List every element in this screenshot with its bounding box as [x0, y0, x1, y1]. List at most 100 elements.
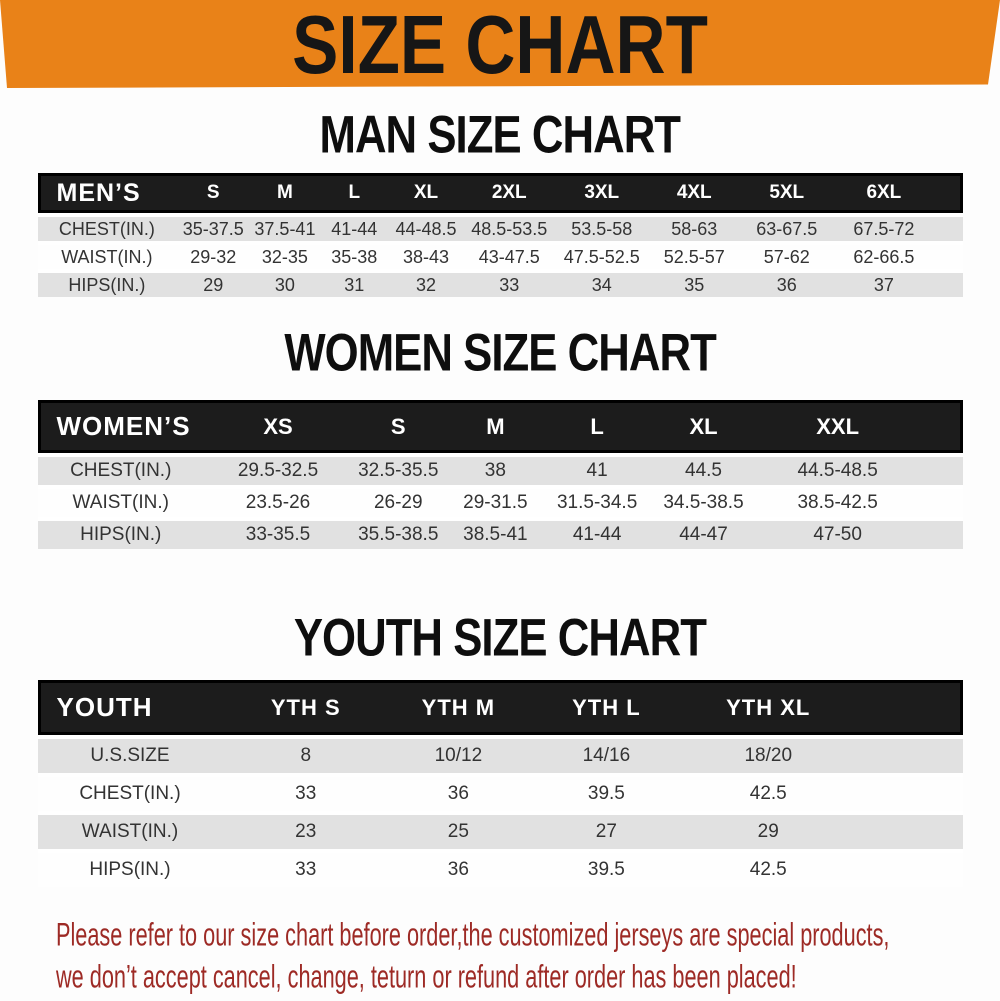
filler-cell [916, 453, 963, 485]
size-value: 67.5-72 [833, 213, 935, 241]
youth-size-table: YOUTH YTH S YTH M YTH L YTH XL U.S.SIZE … [37, 680, 963, 887]
youth-waist-row: WAIST(IN.) 23 25 27 29 [37, 811, 963, 849]
size-value: 14/16 [527, 735, 685, 773]
women-corner-label: WOMEN’S [37, 400, 204, 453]
size-value: 44.5 [648, 453, 759, 485]
size-value: 35-38 [319, 241, 389, 269]
men-column-header: 4XL [648, 173, 741, 213]
men-header-filler [934, 173, 963, 213]
size-value: 43-47.5 [463, 241, 556, 269]
row-label: WAIST(IN.) [37, 241, 177, 269]
men-column-header: L [319, 173, 389, 213]
filler-cell [851, 735, 963, 773]
women-header-filler [916, 400, 963, 453]
size-value: 34 [555, 269, 648, 297]
banner-title: SIZE CHART [292, 0, 708, 91]
size-value: 41 [546, 453, 648, 485]
row-label: HIPS(IN.) [37, 269, 177, 297]
women-column-header: XS [204, 400, 352, 453]
filler-cell [851, 811, 963, 849]
note-line-2: we don’t accept cancel, change, teturn o… [56, 958, 797, 995]
men-hips-row: HIPS(IN.) 29 30 31 32 33 34 35 36 37 [37, 269, 963, 297]
youth-corner-label: YOUTH [37, 680, 223, 735]
size-value: 33-35.5 [204, 517, 352, 549]
row-label: WAIST(IN.) [37, 485, 204, 517]
men-column-header: S [176, 173, 251, 213]
size-value: 57-62 [740, 241, 833, 269]
size-value: 33 [222, 773, 389, 811]
size-value: 44.5-48.5 [759, 453, 917, 485]
size-value: 32.5-35.5 [352, 453, 445, 485]
women-column-header: XXL [759, 400, 917, 453]
row-label: CHEST(IN.) [37, 773, 223, 811]
section-men: MAN SIZE CHART MEN’S S M L XL 2XL 3XL 4X… [0, 106, 1000, 297]
row-label: HIPS(IN.) [37, 517, 204, 549]
men-section-heading: MAN SIZE CHART [0, 106, 1000, 161]
size-value: 31 [319, 269, 389, 297]
women-header-row: WOMEN’S XS S M L XL XXL [37, 400, 963, 453]
youth-section-heading: YOUTH SIZE CHART [0, 609, 1000, 664]
women-hips-row: HIPS(IN.) 33-35.5 35.5-38.5 38.5-41 41-4… [37, 517, 963, 549]
note-line-2-wrap: we don’t accept cancel, change, teturn o… [56, 958, 1000, 1001]
filler-cell [934, 241, 963, 269]
size-value: 10/12 [389, 735, 528, 773]
size-value: 48.5-53.5 [463, 213, 556, 241]
size-value: 39.5 [527, 849, 685, 887]
row-label: CHEST(IN.) [37, 453, 204, 485]
men-waist-row: WAIST(IN.) 29-32 32-35 35-38 38-43 43-47… [37, 241, 963, 269]
youth-column-header: YTH M [389, 680, 528, 735]
youth-column-header: YTH L [527, 680, 685, 735]
size-value: 35 [648, 269, 741, 297]
size-value: 41-44 [546, 517, 648, 549]
note-line-1-wrap: Please refer to our size chart before or… [56, 916, 1000, 959]
size-value: 34.5-38.5 [648, 485, 759, 517]
men-column-header: 6XL [833, 173, 935, 213]
men-size-table: MEN’S S M L XL 2XL 3XL 4XL 5XL 6XL CHEST… [37, 173, 963, 297]
men-corner-label: MEN’S [37, 173, 177, 213]
filler-cell [916, 485, 963, 517]
men-header-row: MEN’S S M L XL 2XL 3XL 4XL 5XL 6XL [37, 173, 963, 213]
women-column-header: L [546, 400, 648, 453]
men-column-header: XL [389, 173, 463, 213]
size-value: 39.5 [527, 773, 685, 811]
size-value: 35-37.5 [176, 213, 251, 241]
size-value: 31.5-34.5 [546, 485, 648, 517]
size-value: 23 [222, 811, 389, 849]
size-value: 41-44 [319, 213, 389, 241]
size-value: 29 [685, 811, 852, 849]
size-value: 32-35 [250, 241, 320, 269]
filler-cell [851, 849, 963, 887]
size-value: 30 [250, 269, 320, 297]
size-value: 29-32 [176, 241, 251, 269]
size-value: 35.5-38.5 [352, 517, 445, 549]
row-label: U.S.SIZE [37, 735, 223, 773]
size-value: 27 [527, 811, 685, 849]
size-value: 23.5-26 [204, 485, 352, 517]
note-line-1: Please refer to our size chart before or… [56, 916, 890, 953]
size-value: 36 [740, 269, 833, 297]
footer-note: Please refer to our size chart before or… [0, 916, 1000, 1001]
section-women: WOMEN SIZE CHART WOMEN’S XS S M L XL XXL [0, 324, 1000, 549]
men-column-header: 3XL [555, 173, 648, 213]
size-value: 32 [389, 269, 463, 297]
size-value: 29 [176, 269, 251, 297]
size-value: 38.5-41 [444, 517, 547, 549]
men-chest-row: CHEST(IN.) 35-37.5 37.5-41 41-44 44-48.5… [37, 213, 963, 241]
size-value: 47.5-52.5 [555, 241, 648, 269]
women-chest-row: CHEST(IN.) 29.5-32.5 32.5-35.5 38 41 44.… [37, 453, 963, 485]
youth-ussize-row: U.S.SIZE 8 10/12 14/16 18/20 [37, 735, 963, 773]
size-value: 29-31.5 [444, 485, 547, 517]
size-value: 37 [833, 269, 935, 297]
size-value: 38 [444, 453, 547, 485]
size-value: 37.5-41 [250, 213, 320, 241]
size-value: 33 [463, 269, 556, 297]
size-value: 18/20 [685, 735, 852, 773]
section-youth: YOUTH SIZE CHART YOUTH YTH S YTH M YTH L… [0, 609, 1000, 887]
women-section-heading-text: WOMEN SIZE CHART [284, 322, 716, 382]
women-column-header: S [352, 400, 445, 453]
filler-cell [934, 269, 963, 297]
filler-cell [916, 517, 963, 549]
women-column-header: XL [648, 400, 759, 453]
youth-section-heading-text: YOUTH SIZE CHART [293, 607, 707, 667]
size-value: 44-47 [648, 517, 759, 549]
